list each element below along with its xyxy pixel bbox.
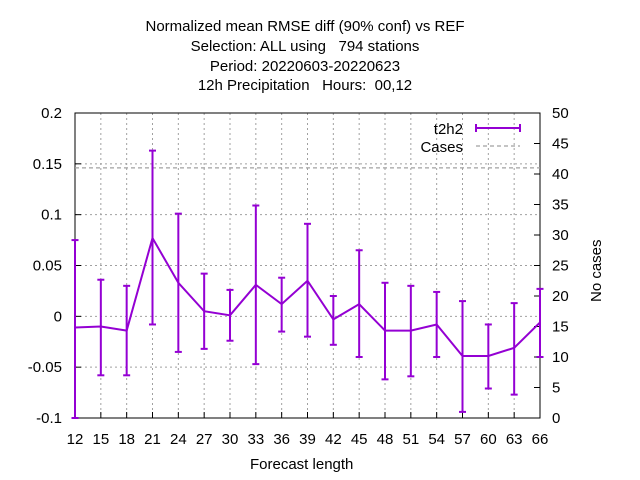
error-bar	[510, 302, 518, 396]
error-bar	[329, 295, 337, 346]
error-bar	[226, 288, 234, 342]
x-tick-label: 63	[506, 431, 523, 448]
y2-tick-label: 50	[552, 105, 569, 122]
error-bar	[381, 281, 389, 381]
error-bar	[355, 249, 363, 358]
y2-tick-label: 15	[552, 319, 569, 336]
x-tick-label: 15	[92, 431, 109, 448]
error-bar	[200, 272, 208, 350]
error-bar	[123, 284, 131, 377]
title-line-1: Normalized mean RMSE diff (90% conf) vs …	[145, 18, 465, 35]
error-bar	[71, 239, 79, 419]
error-bar	[174, 212, 182, 353]
y2-tick-label: 10	[552, 349, 569, 366]
y2-tick-label: 20	[552, 288, 569, 305]
legend-swatch-t2h2	[475, 124, 521, 132]
y2-tick-label: 5	[552, 380, 560, 397]
x-tick-label: 36	[273, 431, 290, 448]
error-bar	[97, 278, 105, 377]
y-tick-label: -0.05	[28, 359, 62, 376]
error-bar	[484, 323, 492, 390]
legend-label-t2h2: t2h2	[434, 121, 463, 138]
title-line-4: 12h Precipitation Hours: 00,12	[197, 77, 413, 94]
x-tick-label: 66	[532, 431, 549, 448]
error-bar	[407, 284, 415, 378]
error-bar	[433, 290, 441, 358]
y-tick-label: -0.1	[36, 410, 62, 427]
y2-tick-label: 35	[552, 197, 569, 214]
y2-axis-title: No cases	[588, 239, 605, 302]
y-tick-label: 0.15	[33, 156, 62, 173]
x-tick-label: 39	[299, 431, 316, 448]
y2-tick-label: 30	[552, 227, 569, 244]
error-bar	[278, 276, 286, 333]
x-tick-label: 54	[428, 431, 445, 448]
y-tick-label: 0.2	[41, 105, 62, 122]
y-tick-label: 0.05	[33, 258, 62, 275]
title-line-3: Period: 20220603-20220623	[209, 58, 401, 75]
x-tick-label: 18	[118, 431, 135, 448]
x-tick-label: 21	[144, 431, 161, 448]
error-bar	[536, 287, 544, 358]
y2-tick-label: 25	[552, 258, 569, 275]
error-bar	[304, 222, 311, 338]
y2-tick-label: 40	[552, 166, 569, 183]
x-tick-label: 24	[170, 431, 187, 448]
error-bar	[459, 300, 466, 413]
y2-tick-label: 0	[552, 410, 560, 427]
x-tick-label: 45	[351, 431, 368, 448]
x-tick-label: 60	[480, 431, 497, 448]
x-tick-label: 51	[402, 431, 419, 448]
x-tick-label: 42	[325, 431, 342, 448]
y-tick-label: 0.1	[41, 207, 62, 224]
x-tick-label: 27	[196, 431, 213, 448]
y-tick-label: 0	[54, 308, 62, 325]
legend-label-cases: Cases	[420, 139, 463, 156]
x-tick-label: 30	[222, 431, 239, 448]
title-line-2: Selection: ALL using 794 stations	[190, 38, 420, 55]
error-bar	[149, 149, 156, 326]
error-bar	[252, 204, 260, 366]
x-tick-label: 33	[247, 431, 264, 448]
x-tick-label: 57	[454, 431, 471, 448]
y2-tick-label: 45	[552, 136, 569, 153]
x-tick-label: 48	[377, 431, 394, 448]
x-axis-title: Forecast length	[250, 456, 354, 473]
x-tick-label: 12	[67, 431, 84, 448]
